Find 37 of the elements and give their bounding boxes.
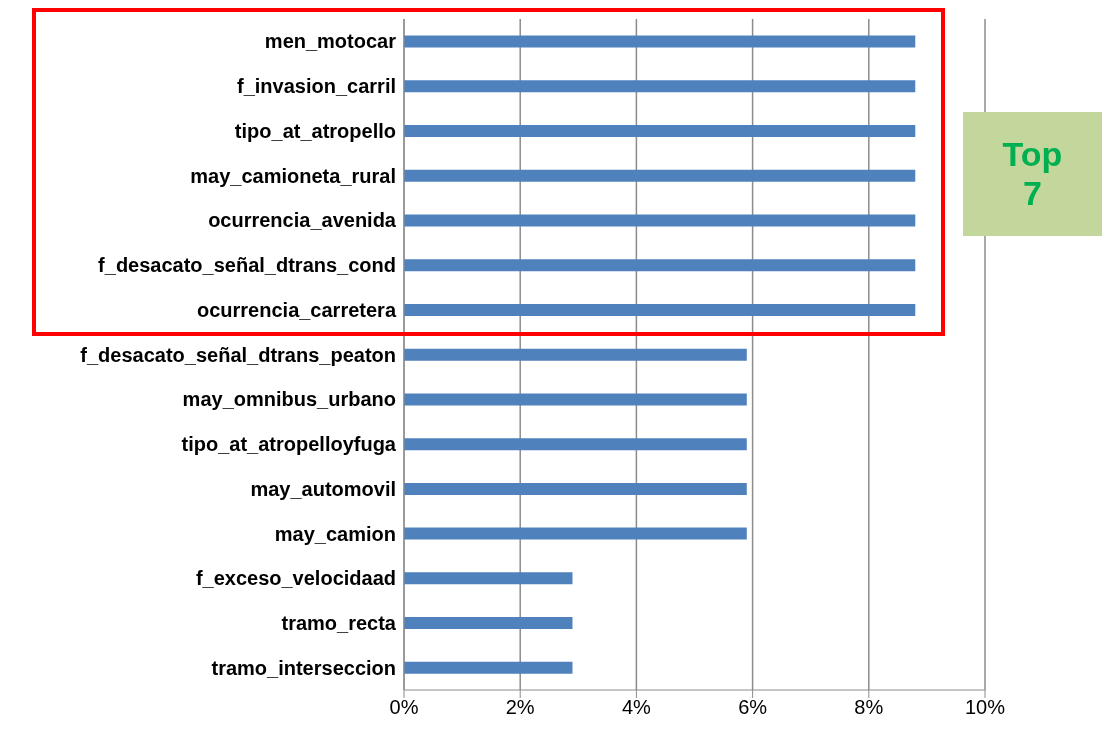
bar [404, 35, 916, 48]
bar [404, 125, 916, 138]
y-tick-label: tramo_interseccion [211, 656, 396, 679]
y-tick-label: tipo_at_atropelloyfuga [181, 433, 397, 456]
bar [404, 661, 573, 674]
bar [404, 214, 916, 227]
text: Top 7 [1001, 135, 1064, 213]
bar [404, 259, 916, 272]
y-tick-label: tipo_at_atropello [234, 119, 396, 142]
y-tick-label: tramo_recta [281, 612, 397, 634]
y-tick-label: ocurrencia_avenida [208, 209, 397, 232]
x-tick-label: 10% [964, 696, 1006, 719]
x-tick-label: 8% [854, 696, 884, 719]
bar [404, 169, 916, 182]
y-tick-label: f_desacato_señal_dtrans_cond [98, 254, 396, 277]
y-tick-label: may_camioneta_rural [190, 164, 396, 187]
y-tick-label: f_exceso_velocidaad [195, 567, 396, 590]
y-tick-label: f_invasion_carril [237, 75, 396, 98]
bar [404, 572, 573, 585]
y-tick-label: may_omnibus_urbano [182, 388, 396, 411]
x-tick-label: 4% [621, 696, 652, 719]
bar [404, 527, 747, 540]
bar [404, 348, 747, 361]
y-tick-label: f_desacato_señal_dtrans_peaton [80, 343, 396, 366]
x-tick-label: 0% [389, 696, 419, 719]
bar [404, 393, 747, 406]
y-tick-label: may_automovil [250, 477, 396, 500]
y-tick-label: ocurrencia_carretera [196, 298, 397, 321]
bar [404, 438, 747, 451]
bar [404, 617, 573, 630]
x-tick-label: 6% [738, 696, 768, 719]
y-tick-label: men_motocar [264, 30, 397, 53]
bar [404, 303, 916, 316]
x-tick-label: 2% [505, 696, 535, 719]
y-tick-label: may_camion [274, 522, 396, 545]
bar [404, 482, 747, 495]
bar [404, 80, 916, 93]
